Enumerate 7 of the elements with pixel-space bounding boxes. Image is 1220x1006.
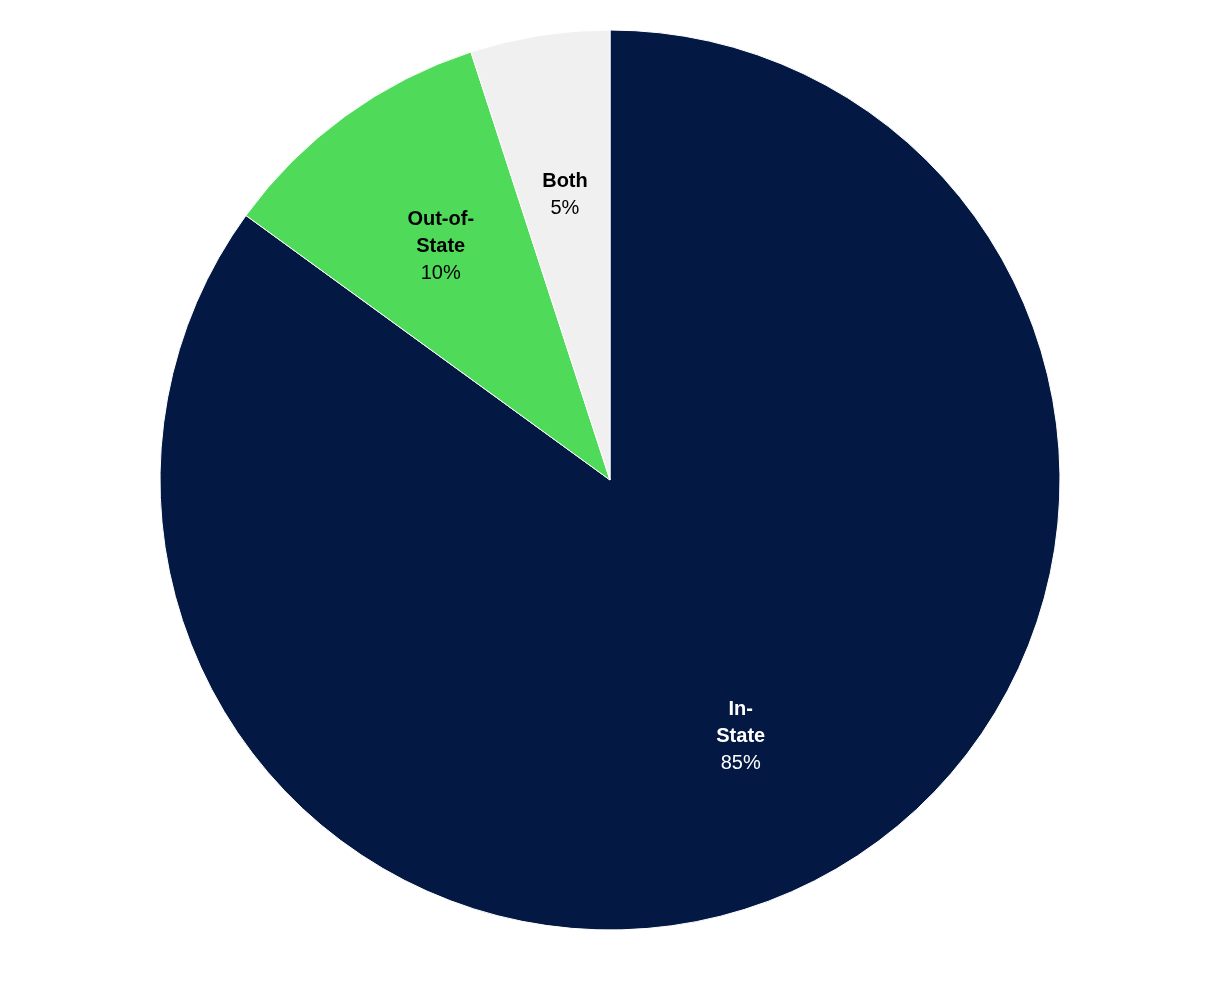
data-label: 5% <box>550 196 580 219</box>
slice-label: In-State <box>716 696 766 746</box>
data-label: 10% <box>420 261 461 284</box>
pie-slice <box>159 29 1061 931</box>
slice-label: Out-of-State <box>407 207 475 257</box>
data-label: 85% <box>720 750 761 773</box>
slice-label: Both <box>542 169 588 192</box>
